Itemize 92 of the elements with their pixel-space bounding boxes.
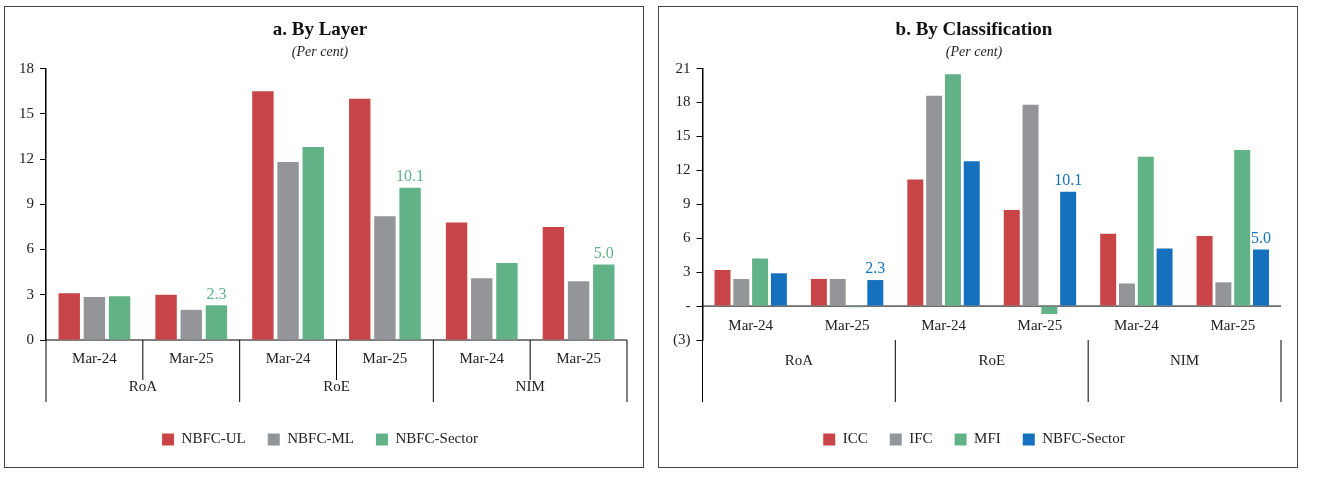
bar	[155, 294, 177, 340]
y-tick-label: 6	[26, 240, 35, 257]
bar	[770, 273, 787, 306]
y-tick-label: 15	[19, 104, 34, 121]
y-tick-label: 3	[682, 263, 691, 280]
x-tick-label: Mar-24	[72, 350, 118, 367]
chart-subtitle: (Per cent)	[945, 43, 1003, 60]
text: RoE	[323, 378, 350, 395]
text: NIM	[515, 378, 545, 395]
bar	[907, 179, 924, 306]
bar	[108, 296, 131, 340]
x-tick-label: Mar-25	[1017, 316, 1063, 333]
x-tick-label: Mar-25	[168, 350, 214, 367]
bar	[944, 74, 961, 306]
y-tick-label: 15	[675, 127, 691, 144]
text: RoA	[128, 378, 158, 395]
legend-label: NBFC-UL	[181, 430, 246, 447]
bar	[58, 293, 80, 340]
y-tick-label: 12	[19, 150, 34, 166]
bar	[733, 278, 750, 306]
bar	[1003, 209, 1020, 306]
bar	[205, 305, 228, 340]
text: NIM	[1170, 352, 1200, 369]
x-tick-label: Mar-25	[556, 350, 601, 367]
bar	[752, 258, 769, 306]
data-label: 10.1	[396, 166, 425, 184]
text: RoE	[978, 352, 1006, 369]
x-tick-label: Mar-24	[265, 350, 311, 367]
bar	[252, 91, 274, 340]
legend-label: NBFC-ML	[287, 430, 354, 447]
bar	[445, 222, 468, 340]
y-tick-label: 9	[26, 195, 34, 212]
chart-subtitle: (Per cent)	[291, 43, 349, 60]
bar	[567, 281, 590, 340]
bar	[926, 95, 943, 306]
bar	[1253, 249, 1269, 306]
bar	[83, 297, 106, 340]
bar	[1022, 104, 1039, 306]
bar	[1234, 150, 1251, 306]
x-tick-label: Mar-25	[824, 316, 870, 333]
y-tick-label: 18	[19, 59, 34, 76]
y-tick-label: 21	[675, 59, 691, 76]
bar	[963, 161, 980, 306]
bar	[496, 263, 518, 340]
x-tick-label: Mar-25	[362, 350, 408, 367]
bar	[867, 280, 884, 306]
y-tick-label: 0	[26, 330, 34, 347]
legend-label: NBFC-Sector	[395, 430, 478, 447]
bar	[374, 216, 396, 340]
bar	[714, 269, 731, 306]
data-label: 10.1	[1054, 171, 1083, 189]
bar	[471, 278, 493, 340]
bar	[277, 162, 299, 340]
x-tick-label: Mar-24	[1114, 316, 1160, 333]
y-tick-label: 18	[675, 93, 691, 110]
bar	[593, 264, 615, 340]
bar	[1156, 248, 1173, 306]
data-label: 5.0	[1250, 228, 1271, 246]
data-label: 2.3	[865, 259, 886, 277]
x-tick-label: Mar-24	[921, 316, 967, 333]
bar	[302, 147, 324, 340]
bar	[1041, 306, 1058, 314]
x-tick-label: Mar-24	[459, 350, 505, 367]
legend-label: ICC	[842, 430, 868, 447]
legend-label: IFC	[909, 430, 933, 447]
chart-title: b. By Classification	[895, 18, 1053, 40]
bar	[1060, 191, 1077, 306]
chart-title: a. By Layer	[272, 18, 368, 40]
data-label: 5.0	[593, 243, 614, 261]
bar	[1137, 156, 1154, 306]
y-tick-label: (3)	[672, 330, 691, 348]
y-tick-label: 3	[26, 285, 34, 302]
bar	[829, 278, 846, 306]
bar	[1215, 282, 1232, 306]
bar	[810, 278, 827, 306]
data-label: 2.3	[206, 284, 227, 302]
x-tick-label: Mar-24	[728, 316, 774, 333]
y-tick-label: 12	[675, 161, 691, 178]
y-tick-label: -	[685, 297, 691, 314]
y-tick-label: 9	[682, 195, 691, 212]
y-tick-label: 6	[682, 229, 691, 246]
legend-label: NBFC-Sector	[1042, 430, 1125, 447]
text: RoA	[784, 352, 814, 369]
bar	[1118, 283, 1135, 306]
bar	[1196, 235, 1213, 306]
legend-label: MFI	[974, 430, 1001, 447]
bar	[1100, 233, 1117, 306]
bar	[349, 98, 371, 340]
bar	[399, 187, 421, 340]
x-tick-label: Mar-25	[1210, 316, 1256, 333]
bar	[180, 309, 202, 340]
bar	[542, 226, 565, 340]
